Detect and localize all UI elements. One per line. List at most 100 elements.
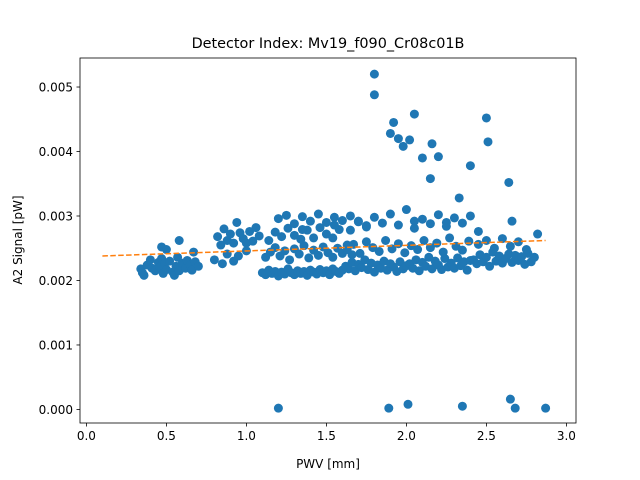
- data-point: [425, 174, 435, 184]
- x-axis-label: PWV [mm]: [296, 457, 360, 471]
- data-point: [232, 217, 242, 227]
- data-point: [385, 128, 395, 138]
- data-point: [254, 231, 264, 241]
- data-point: [417, 153, 427, 163]
- x-tick-label: 2.0: [397, 429, 416, 443]
- data-point: [315, 223, 325, 233]
- data-point: [251, 223, 261, 233]
- data-point: [313, 250, 323, 260]
- data-point: [541, 403, 551, 413]
- data-point: [329, 212, 339, 222]
- data-point: [449, 213, 459, 223]
- chart-title: Detector Index: Mv19_f090_Cr08c01B: [192, 36, 465, 52]
- data-point: [217, 259, 227, 269]
- fit-line-layer: [102, 239, 546, 257]
- x-tick-label: 0.0: [77, 429, 96, 443]
- data-point: [465, 211, 475, 221]
- data-point: [398, 141, 408, 151]
- data-point: [321, 217, 331, 227]
- data-point: [296, 234, 306, 244]
- data-point: [389, 117, 399, 127]
- x-tick-label: 1.0: [237, 429, 256, 443]
- x-tick-label: 2.5: [477, 429, 496, 443]
- data-point: [438, 247, 448, 257]
- data-point: [473, 226, 483, 236]
- data-point: [510, 403, 520, 413]
- data-point: [281, 210, 291, 220]
- data-point: [505, 241, 515, 251]
- data-point: [216, 240, 226, 250]
- data-point: [304, 253, 314, 263]
- data-point: [229, 238, 239, 248]
- data-point: [409, 223, 419, 233]
- data-point: [297, 225, 307, 235]
- data-point: [409, 216, 419, 226]
- data-point: [529, 252, 539, 262]
- data-point: [193, 261, 203, 271]
- y-tick-label: 0.000: [39, 403, 73, 417]
- data-point: [297, 212, 307, 222]
- data-point: [369, 69, 379, 79]
- data-point: [393, 239, 403, 249]
- plot-frame: [79, 57, 577, 424]
- data-point: [481, 252, 491, 262]
- x-tick-label: 1.5: [317, 429, 336, 443]
- data-point: [481, 236, 491, 245]
- data-point: [381, 236, 391, 245]
- data-point: [464, 236, 474, 246]
- data-point: [345, 211, 355, 221]
- data-point: [309, 233, 319, 243]
- data-point: [485, 261, 495, 271]
- data-point: [403, 399, 413, 409]
- data-point: [355, 248, 365, 258]
- data-point: [225, 229, 235, 239]
- data-point: [270, 227, 280, 237]
- data-point: [441, 217, 451, 227]
- data-point: [313, 209, 323, 219]
- data-point: [432, 238, 442, 248]
- data-point: [427, 139, 437, 149]
- data-point: [353, 216, 363, 226]
- data-point: [145, 255, 155, 265]
- data-point: [361, 237, 371, 247]
- data-point: [417, 214, 427, 224]
- data-point: [504, 177, 514, 187]
- data-point: [462, 265, 472, 275]
- data-point: [384, 403, 394, 413]
- data-point: [393, 220, 403, 230]
- data-point: [277, 232, 287, 242]
- x-tick-label: 0.5: [157, 429, 176, 443]
- data-point: [465, 161, 475, 171]
- data-point: [285, 255, 295, 265]
- data-point: [294, 249, 304, 259]
- data-point: [328, 233, 338, 243]
- y-tick-label: 0.002: [39, 274, 73, 288]
- fit-line: [102, 239, 546, 257]
- y-axis-ticks: 0.000 0.001 0.002 0.003 0.004 0.005: [39, 80, 80, 417]
- data-point: [361, 222, 371, 232]
- data-point: [433, 210, 443, 220]
- data-point: [497, 234, 507, 244]
- data-point: [521, 245, 531, 255]
- data-point: [473, 239, 483, 249]
- data-point: [329, 220, 339, 230]
- data-point: [161, 245, 171, 255]
- data-point: [280, 246, 290, 256]
- data-point: [457, 218, 467, 228]
- data-point: [165, 256, 175, 266]
- x-tick-label: 3.0: [557, 429, 576, 443]
- data-point: [248, 236, 258, 246]
- data-point: [139, 270, 149, 280]
- y-tick-label: 0.001: [39, 338, 73, 352]
- data-point: [533, 229, 543, 239]
- data-point: [273, 403, 283, 413]
- data-point: [393, 134, 403, 144]
- data-point: [233, 251, 243, 261]
- data-point: [369, 90, 379, 100]
- data-point: [413, 245, 423, 255]
- data-point: [457, 245, 467, 255]
- data-point: [174, 236, 184, 245]
- data-point: [457, 401, 467, 411]
